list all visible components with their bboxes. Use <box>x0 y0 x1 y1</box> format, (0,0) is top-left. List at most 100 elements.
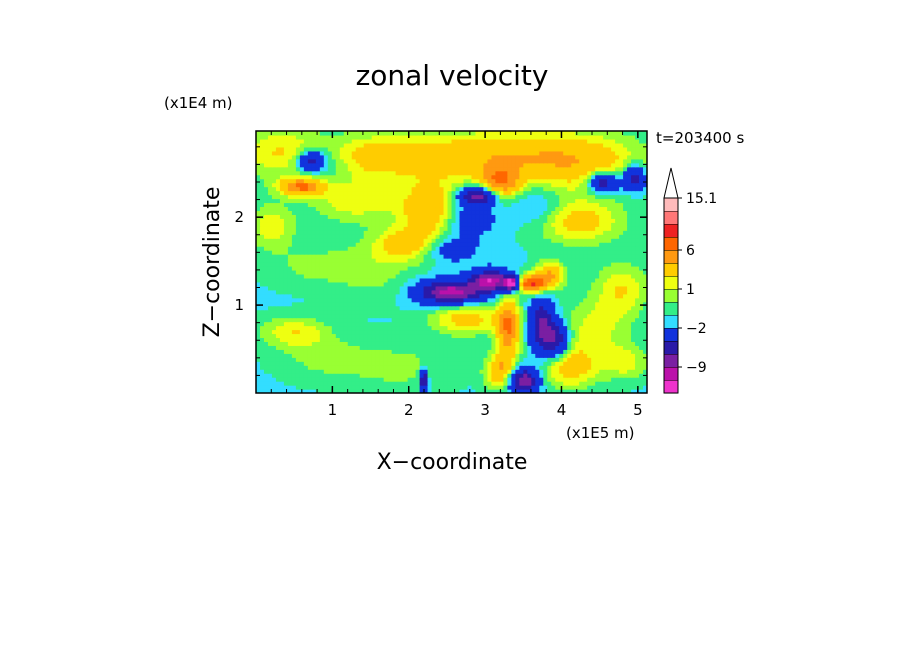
contour-cell <box>607 206 612 211</box>
contour-cell <box>379 325 385 331</box>
contour-cell <box>539 246 544 251</box>
contour-cell <box>503 385 508 390</box>
contour-cell <box>635 281 640 287</box>
contour-cell <box>339 329 345 335</box>
contour-cell <box>443 262 449 267</box>
contour-cell <box>635 258 640 263</box>
contour-cell <box>307 242 313 247</box>
contour-cell <box>319 377 325 382</box>
contour-cell <box>571 226 576 231</box>
contour-cell <box>295 265 301 271</box>
contour-cell <box>375 238 381 243</box>
contour-cell <box>351 273 357 279</box>
contour-cell <box>611 377 616 382</box>
contour-cell <box>331 242 337 247</box>
contour-cell <box>479 373 485 378</box>
contour-cell <box>623 230 628 235</box>
contour-cell <box>603 341 608 346</box>
contour-cell <box>387 321 393 327</box>
contour-cell <box>563 357 568 362</box>
contour-cell <box>435 381 441 386</box>
contour-cell <box>543 361 548 366</box>
contour-cell <box>323 210 329 215</box>
contour-cell <box>619 385 624 390</box>
contour-cell <box>359 325 365 331</box>
contour-cell <box>479 285 485 291</box>
contour-cell <box>587 377 592 382</box>
contour-cell <box>563 281 568 287</box>
contour-cell <box>607 258 612 263</box>
contour-cell <box>631 258 636 263</box>
contour-cell <box>319 389 325 393</box>
contour-cell <box>275 313 281 319</box>
contour-cell <box>267 301 273 307</box>
contour-cell <box>499 206 504 211</box>
contour-cell <box>491 329 496 335</box>
contour-cell <box>331 321 337 327</box>
contour-cell <box>535 357 540 362</box>
contour-cell <box>575 194 580 200</box>
contour-cell <box>379 218 385 223</box>
contour-cell <box>403 242 409 247</box>
contour-cell <box>587 269 592 275</box>
contour-cell <box>391 305 397 311</box>
contour-cell <box>455 317 461 323</box>
contour-cell <box>603 301 608 307</box>
contour-cell <box>395 333 401 339</box>
contour-cell <box>279 246 285 251</box>
contour-cell <box>639 194 644 200</box>
contour-cell <box>407 361 413 366</box>
contour-cell <box>443 210 449 215</box>
contour-cell <box>627 337 632 342</box>
contour-cell <box>559 337 564 342</box>
contour-cell <box>359 258 365 263</box>
contour-cell <box>563 273 568 279</box>
contour-cell <box>319 337 325 342</box>
contour-cell <box>291 369 297 374</box>
contour-cell <box>523 230 528 235</box>
contour-cell <box>611 277 616 283</box>
contour-cell <box>451 246 457 251</box>
contour-cell <box>515 321 520 327</box>
contour-cell <box>471 357 477 362</box>
contour-cell <box>335 277 341 283</box>
contour-cell <box>443 222 449 227</box>
contour-cell <box>283 194 289 200</box>
contour-cell <box>623 269 628 275</box>
contour-cell <box>263 198 269 204</box>
contour-cell <box>271 194 277 200</box>
contour-cell <box>371 297 377 303</box>
contour-cell <box>471 297 477 303</box>
contour-cell <box>256 297 261 303</box>
contour-cell <box>487 325 492 331</box>
contour-cell <box>471 333 477 339</box>
contour-cell <box>607 369 612 374</box>
contour-cell <box>451 190 457 196</box>
contour-cell <box>527 190 532 196</box>
contour-cell <box>471 222 477 227</box>
contour-cell <box>467 349 473 354</box>
contour-cell <box>495 258 500 263</box>
contour-cell <box>256 281 261 287</box>
contour-cell <box>623 333 628 339</box>
contour-cell <box>531 349 536 354</box>
contour-cell <box>531 313 536 319</box>
contour-cell <box>335 218 341 223</box>
contour-cell <box>459 254 465 259</box>
contour-cell <box>279 198 285 204</box>
contour-cell <box>407 194 413 200</box>
contour-cell <box>467 269 473 275</box>
contour-cell <box>387 373 393 378</box>
contour-cell <box>507 293 512 299</box>
contour-cell <box>355 357 361 362</box>
contour-cell <box>559 273 564 279</box>
contour-cell <box>527 285 532 291</box>
contour-cell <box>491 277 496 283</box>
contour-cell <box>503 234 508 239</box>
contour-cell <box>267 262 273 267</box>
contour-cell <box>503 341 508 346</box>
contour-cell <box>403 262 409 267</box>
contour-cell <box>403 281 409 287</box>
contour-cell <box>583 321 588 327</box>
contour-cell <box>511 210 516 215</box>
